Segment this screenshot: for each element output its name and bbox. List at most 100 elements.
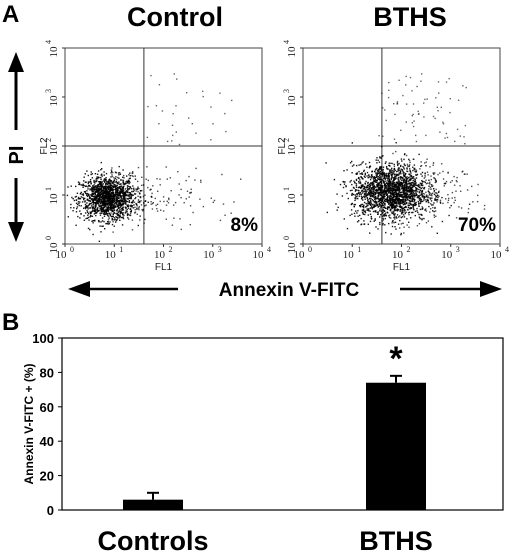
event-dot [383, 202, 385, 204]
event-dot [385, 161, 387, 163]
event-dot [366, 205, 368, 208]
event-dot [104, 179, 107, 182]
event-dot [424, 176, 426, 178]
event-dot [91, 210, 94, 212]
event-dot [379, 178, 381, 180]
event-dot [396, 205, 398, 207]
event-dot [395, 192, 398, 194]
event-dot [388, 182, 390, 184]
event-dot [407, 212, 410, 214]
event-dot [357, 177, 360, 180]
event-dot [403, 207, 405, 209]
event-dot [377, 211, 379, 213]
event-dot [421, 191, 423, 193]
event-dot [410, 188, 413, 190]
event-dot [86, 192, 88, 195]
event-dot [369, 189, 372, 192]
event-dot [189, 224, 191, 226]
event-dot [99, 225, 101, 227]
event-dot [110, 176, 112, 178]
event-dot [430, 178, 432, 181]
event-dot [412, 191, 414, 193]
event-dot [109, 205, 111, 208]
event-dot [413, 209, 415, 211]
event-dot [108, 191, 110, 193]
event-dot [415, 194, 417, 196]
event-dot [382, 222, 384, 225]
event-dot [127, 205, 129, 208]
event-dot [387, 96, 390, 99]
event-dot [404, 203, 407, 206]
event-dot [426, 158, 428, 160]
y-channel-label: FL2 [277, 137, 288, 155]
event-dot [123, 177, 125, 179]
event-dot [107, 186, 110, 189]
event-dot [382, 206, 385, 208]
event-dot [106, 212, 109, 215]
event-dot [122, 186, 124, 189]
event-dot [408, 164, 411, 166]
event-dot [401, 202, 403, 204]
event-dot [105, 193, 107, 195]
event-dot [376, 173, 378, 175]
event-dot [104, 228, 106, 230]
event-dot [98, 210, 100, 212]
event-dot [120, 191, 122, 194]
event-dot [446, 136, 449, 139]
event-dot [428, 182, 430, 185]
event-dot [89, 188, 91, 190]
event-dot [94, 212, 96, 214]
event-dot [113, 197, 116, 199]
event-dot [172, 113, 174, 115]
event-dot [111, 184, 113, 187]
event-dot [98, 182, 101, 185]
event-dot [403, 189, 406, 191]
event-dot [111, 175, 114, 178]
event-dot [400, 216, 402, 219]
event-dot [416, 188, 418, 191]
y-tick-label: 10 [286, 144, 298, 156]
event-dot [111, 174, 113, 176]
event-dot [125, 207, 127, 210]
event-dot [369, 178, 372, 181]
event-dot [408, 189, 411, 191]
event-dot [141, 176, 143, 178]
event-dot [373, 206, 375, 209]
event-dot [436, 199, 438, 201]
event-dot [107, 197, 109, 199]
event-dot [80, 191, 83, 194]
event-dot [388, 199, 390, 202]
event-dot [420, 183, 423, 186]
event-dot [396, 183, 399, 185]
event-dot [125, 203, 127, 205]
event-dot [355, 210, 357, 212]
event-dot [420, 190, 423, 192]
event-dot [382, 204, 384, 206]
event-dot [112, 204, 114, 206]
event-dot [378, 161, 381, 163]
event-dot [91, 199, 93, 201]
event-dot [142, 210, 144, 212]
event-dot [396, 181, 399, 184]
event-dot [90, 214, 92, 217]
event-dot [108, 195, 111, 198]
event-dot [151, 192, 153, 195]
event-dot [367, 214, 369, 216]
event-dot [409, 202, 411, 204]
event-dot [390, 170, 392, 172]
event-dot [457, 99, 460, 101]
event-dot [121, 188, 123, 190]
event-dot [111, 218, 113, 220]
event-dot [439, 201, 442, 203]
event-dot [401, 213, 403, 215]
event-dot [391, 196, 394, 199]
event-dot [106, 186, 109, 189]
event-dot [351, 213, 353, 215]
event-dot [406, 184, 408, 186]
event-dot [371, 184, 373, 186]
event-dot [116, 194, 119, 197]
event-dot [384, 200, 387, 203]
y-tick-exponent: 4 [44, 40, 53, 44]
event-dot [406, 185, 409, 188]
event-dot [108, 223, 110, 225]
